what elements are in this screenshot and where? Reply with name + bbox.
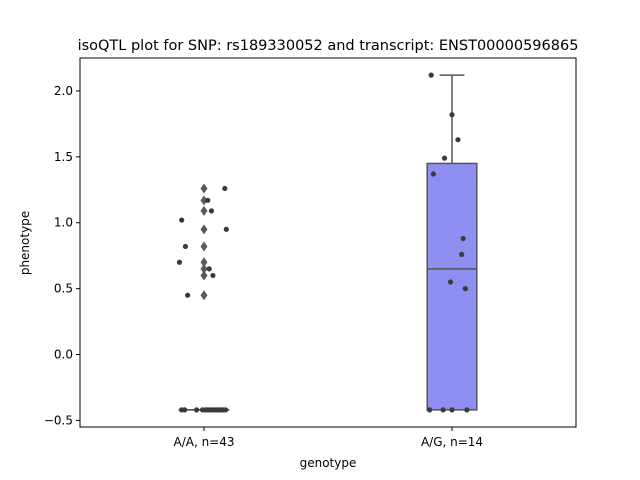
data-point [182, 243, 188, 250]
outlier-marker [200, 241, 208, 252]
data-point [460, 235, 466, 242]
data-point [179, 217, 185, 223]
outlier-marker [200, 270, 208, 281]
data-point [210, 272, 216, 279]
y-tick-label: 0.5 [54, 282, 73, 296]
outlier-marker [200, 263, 208, 274]
y-tick-label: 1.0 [54, 216, 73, 230]
data-point [459, 251, 465, 257]
data-point [222, 407, 229, 413]
y-axis-label: phenotype [18, 211, 32, 275]
y-tick-label: 0.0 [54, 348, 73, 362]
x-tick-label: A/G, n=14 [421, 435, 483, 449]
outlier-marker [200, 290, 208, 301]
data-point [427, 407, 433, 413]
plot-frame [79, 57, 577, 428]
data-point [222, 185, 228, 192]
outlier-marker [200, 257, 208, 268]
outlier-marker [200, 195, 208, 206]
chart-title: isoQTL plot for SNP: rs189330052 and tra… [78, 38, 579, 54]
y-tick-label: 2.0 [54, 84, 73, 98]
data-point [205, 197, 211, 203]
data-point [455, 137, 461, 143]
plot-area: −0.5 0.0 0.5 1.0 1.5 2.0 A/A, n=43 A/G, n=14 [44, 57, 577, 449]
data-point [449, 407, 455, 413]
y-tick-label: 1.5 [54, 150, 73, 164]
y-tick-label: −0.5 [44, 413, 73, 427]
data-point [208, 208, 215, 214]
data-point [449, 112, 455, 118]
data-point [447, 279, 454, 285]
x-tick-label: A/A, n=43 [173, 435, 234, 449]
data-point [428, 72, 434, 78]
data-point [441, 155, 448, 161]
data-point [185, 292, 191, 298]
data-point [193, 407, 200, 413]
data-point [176, 259, 183, 265]
data-point [430, 171, 436, 177]
data-point [464, 407, 470, 413]
outlier-marker [200, 224, 208, 235]
data-point [206, 266, 212, 272]
outlier-marker [200, 183, 208, 194]
data-point [182, 407, 188, 413]
data-point [462, 286, 468, 292]
box-iqr [426, 162, 478, 411]
outlier-marker [200, 205, 208, 216]
data-point [440, 407, 446, 413]
x-axis-label: genotype [300, 456, 357, 470]
data-point [223, 226, 229, 232]
